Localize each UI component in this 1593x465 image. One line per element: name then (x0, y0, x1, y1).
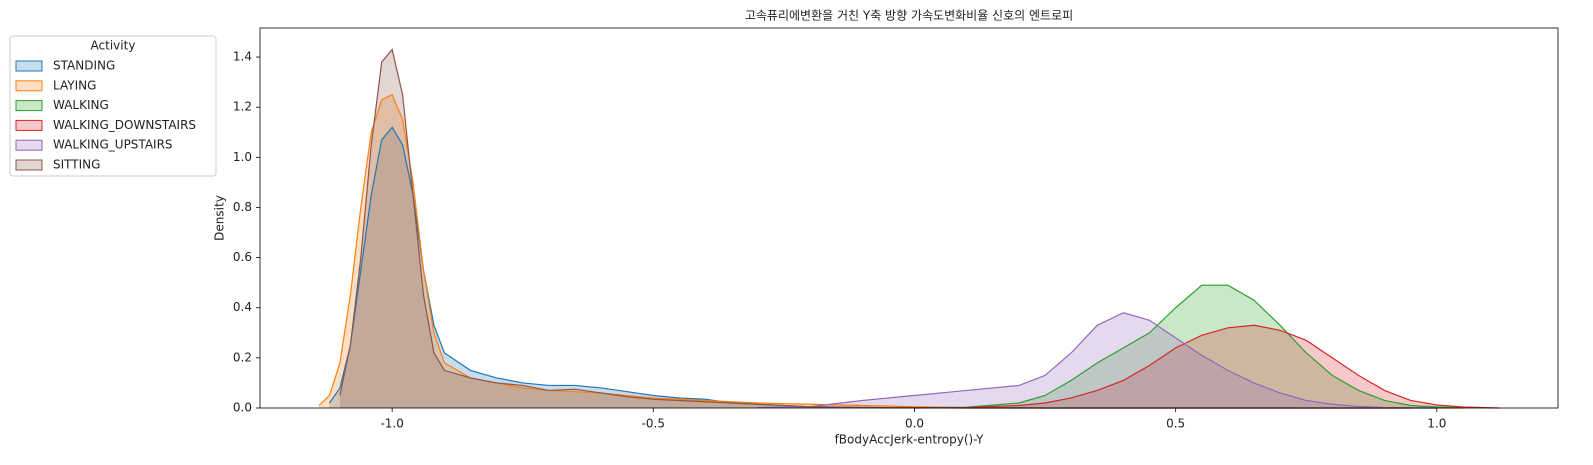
density-area (757, 312, 1437, 408)
y-tick-label: 1.0 (233, 150, 252, 164)
density-line (914, 284, 1463, 409)
legend-label: WALKING_UPSTAIRS (53, 138, 173, 152)
y-tick-label: 0.4 (233, 300, 252, 314)
y-tick-label: 0.6 (233, 250, 252, 264)
y-tick-label: 0.0 (233, 401, 252, 415)
y-tick-label: 1.2 (233, 100, 252, 114)
x-tick-label: -1.0 (380, 417, 403, 431)
legend-label: STANDING (53, 59, 115, 73)
density-line (914, 324, 1500, 409)
density-area (319, 94, 1463, 408)
x-tick-label: 1.0 (1427, 417, 1446, 431)
y-axis-label: Density (213, 195, 227, 241)
legend-label: WALKING_DOWNSTAIRS (53, 118, 196, 132)
legend-box (9, 35, 217, 177)
density-area (339, 49, 1411, 408)
y-tick-label: 0.8 (233, 200, 252, 214)
legend-label: WALKING (53, 98, 109, 112)
density-area (329, 127, 1437, 408)
x-axis-label: fBodyAccJerk-entropy()-Y (835, 433, 985, 447)
plot-frame (259, 27, 1559, 409)
legend-swatch (15, 80, 43, 92)
legend-swatch (15, 119, 43, 131)
density-line (757, 312, 1437, 409)
legend-swatch (15, 159, 43, 171)
x-tick-label: -0.5 (642, 417, 665, 431)
legend-swatch (15, 60, 43, 72)
x-tick-label: 0.0 (905, 417, 924, 431)
legend-label: SITTING (53, 158, 100, 172)
chart-title: 고속퓨리에변환을 거친 Y축 방향 가속도변화비율 신호의 엔트로피 (745, 9, 1073, 23)
legend-label: LAYING (53, 78, 96, 92)
legend-swatch (15, 100, 43, 112)
legend-title: Activity (91, 39, 136, 53)
y-tick-label: 0.2 (233, 350, 252, 364)
legend-swatch (15, 139, 43, 151)
y-tick-label: 1.4 (233, 50, 252, 64)
x-tick-label: 0.5 (1166, 417, 1185, 431)
